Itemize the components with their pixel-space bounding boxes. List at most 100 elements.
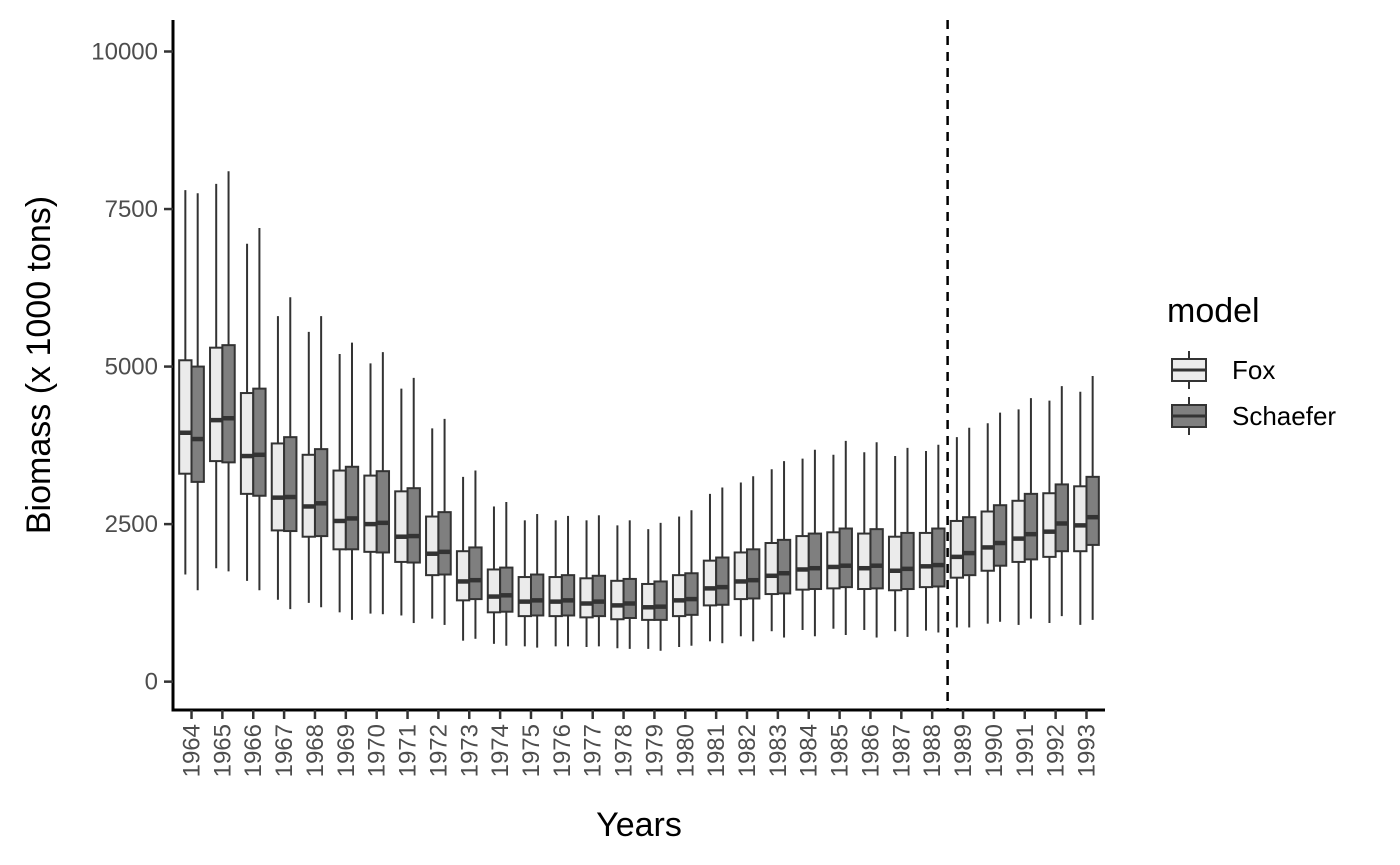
- box-schaefer-1992: [1054, 386, 1069, 617]
- x-tick-label: 1965: [209, 724, 236, 777]
- box-schaefer-1968: [313, 316, 329, 608]
- box-iqr: [746, 548, 761, 600]
- box-schaefer-1977: [591, 515, 607, 647]
- box-fox-1986: [857, 452, 872, 630]
- box-iqr: [671, 574, 687, 618]
- box-iqr: [980, 510, 995, 572]
- box-iqr: [1023, 492, 1039, 561]
- box-iqr: [425, 515, 440, 577]
- box-iqr: [992, 504, 1008, 567]
- x-tick-label: 1986: [857, 724, 884, 777]
- box-fox-1974: [486, 506, 502, 644]
- box-iqr: [529, 573, 545, 617]
- box-iqr: [499, 566, 514, 613]
- legend-item-schaefer: Schaefer: [1171, 397, 1336, 435]
- box-iqr: [857, 532, 872, 591]
- box-iqr: [918, 531, 934, 589]
- x-tick-label: 1976: [549, 724, 576, 777]
- box-fox-1985: [826, 454, 841, 629]
- box-schaefer-1981: [715, 487, 730, 644]
- y-tick-label: 10000: [91, 39, 158, 66]
- box-iqr: [962, 516, 977, 577]
- box-fox-1988: [918, 451, 934, 631]
- box-fox-1992: [1042, 400, 1057, 624]
- box-iqr: [178, 359, 193, 475]
- box-iqr: [548, 576, 563, 618]
- box-schaefer-1985: [838, 440, 853, 636]
- box-fox-1968: [301, 331, 316, 603]
- box-schaefer-1990: [992, 412, 1008, 622]
- x-tick-label: 1990: [981, 724, 1008, 777]
- box-fox-1972: [425, 428, 440, 619]
- box-schaefer-1987: [900, 447, 915, 637]
- x-tick-label: 1967: [271, 724, 298, 777]
- box-fox-1975: [517, 520, 532, 647]
- box-iqr: [1073, 485, 1088, 553]
- box-schaefer-1983: [776, 461, 792, 638]
- box-schaefer-1991: [1023, 398, 1039, 619]
- box-iqr: [641, 582, 656, 621]
- box-iqr: [221, 344, 236, 464]
- box-fox-1987: [887, 456, 903, 632]
- box-iqr: [702, 559, 718, 607]
- box-schaefer-1964: [190, 193, 205, 591]
- x-tick-label: 1991: [1012, 724, 1039, 777]
- x-tick-label: 1988: [919, 724, 946, 777]
- box-fox-1965: [209, 183, 224, 569]
- box-iqr: [776, 538, 792, 595]
- x-tick-label: 1981: [703, 724, 730, 777]
- x-tick-label: 1983: [765, 724, 792, 777]
- box-iqr: [610, 579, 625, 621]
- box-iqr: [363, 474, 378, 553]
- box-iqr: [437, 511, 452, 576]
- box-fox-1971: [394, 388, 409, 616]
- box-fox-1993: [1073, 391, 1088, 625]
- box-iqr: [1011, 499, 1026, 563]
- legend-title: model: [1167, 292, 1260, 330]
- x-tick-label: 1975: [518, 724, 545, 777]
- box-fox-1979: [641, 529, 656, 649]
- box-iqr: [209, 346, 224, 463]
- x-axis-title: Years: [596, 806, 682, 844]
- box-fox-1973: [455, 476, 471, 641]
- box-schaefer-1973: [468, 470, 483, 639]
- x-tick-label: 1978: [611, 724, 638, 777]
- box-iqr: [1042, 492, 1057, 558]
- box-iqr: [486, 568, 502, 614]
- box-iqr: [931, 527, 946, 588]
- box-fox-1967: [270, 316, 286, 600]
- box-iqr: [869, 528, 884, 590]
- box-schaefer-1979: [653, 522, 668, 651]
- box-iqr: [517, 576, 532, 618]
- box-fox-1978: [610, 525, 625, 649]
- box-schaefer-1971: [406, 377, 421, 624]
- box-iqr: [394, 490, 409, 563]
- x-tick-label: 1973: [456, 724, 483, 777]
- box-fox-1984: [795, 458, 810, 630]
- box-schaefer-1966: [252, 227, 267, 591]
- box-fox-1989: [949, 437, 965, 628]
- box-schaefer-1970: [375, 352, 391, 615]
- box-iqr: [826, 531, 841, 590]
- box-iqr: [684, 572, 699, 616]
- box-schaefer-1976: [560, 515, 576, 647]
- box-schaefer-1982: [746, 476, 761, 642]
- legend-item-fox: Fox: [1171, 351, 1275, 389]
- box-schaefer-1984: [807, 449, 823, 637]
- box-schaefer-1969: [344, 342, 360, 620]
- legend-label: Schaefer: [1232, 401, 1336, 431]
- box-schaefer-1986: [869, 442, 884, 638]
- box-iqr: [949, 519, 965, 579]
- box-iqr: [283, 436, 298, 533]
- box-fox-1966: [239, 243, 255, 581]
- x-tick-label: 1968: [302, 724, 329, 777]
- box-fox-1977: [579, 520, 594, 647]
- box-iqr: [887, 535, 903, 592]
- x-tick-label: 1971: [395, 724, 422, 777]
- box-iqr: [1054, 483, 1069, 553]
- box-iqr: [375, 470, 391, 554]
- box-iqr: [344, 465, 360, 551]
- box-iqr: [252, 387, 267, 497]
- box-iqr: [622, 577, 637, 620]
- box-iqr: [455, 550, 471, 602]
